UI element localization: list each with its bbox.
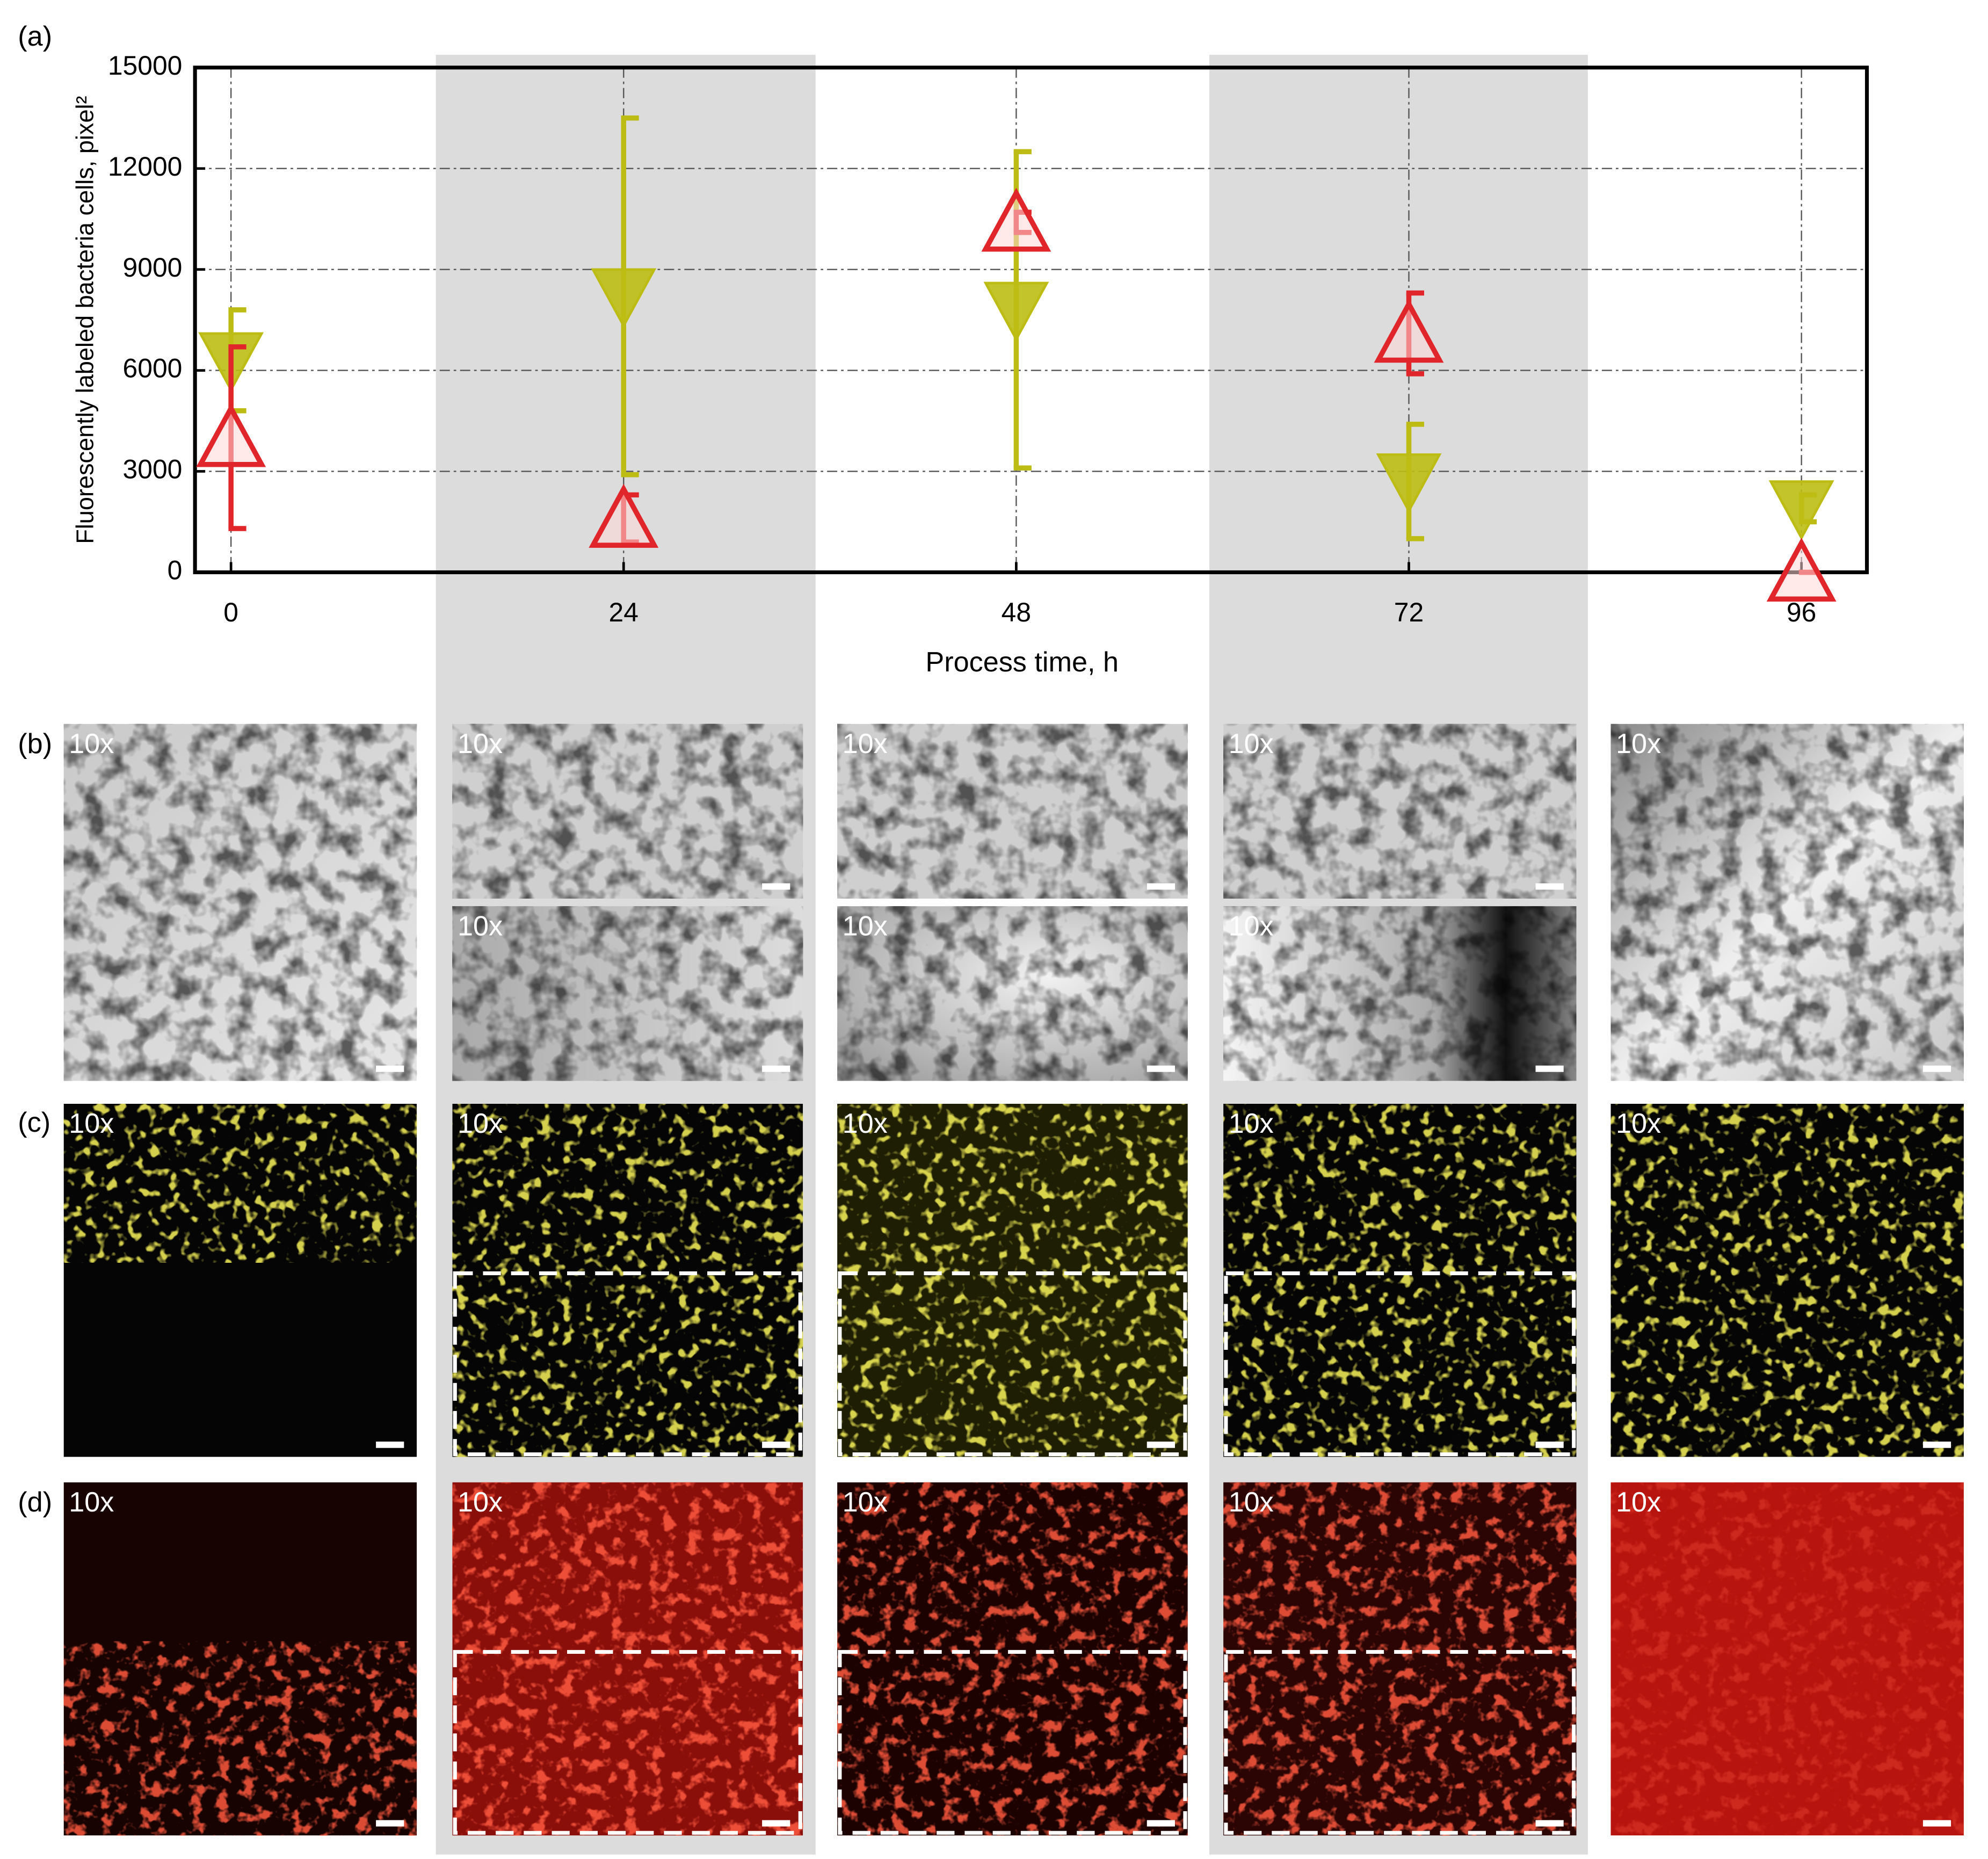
- micrograph-texture: [63, 1104, 417, 1263]
- magnification-label: 10x: [1229, 728, 1274, 759]
- scale-bar: [1535, 1820, 1564, 1827]
- magnification-label: 10x: [1229, 910, 1274, 942]
- magnification-label: 10x: [458, 1108, 503, 1139]
- y-tick-label: 9000: [123, 252, 183, 283]
- scale-bar: [1147, 1065, 1175, 1072]
- magnification-label: 10x: [69, 728, 114, 759]
- micrograph-texture: [452, 906, 803, 1081]
- x-axis-label: Process time, h: [925, 647, 1119, 678]
- marker: [983, 281, 1049, 342]
- scale-bar: [762, 1441, 790, 1448]
- micrograph-texture: [1223, 1104, 1577, 1457]
- magnification-label: 10x: [458, 728, 503, 759]
- panel-label: (b): [18, 728, 52, 759]
- marker: [1768, 480, 1834, 540]
- magnification-label: 10x: [1616, 1108, 1661, 1139]
- roi-box: [453, 1650, 802, 1835]
- micrograph-texture: [837, 1482, 1188, 1836]
- plot-frame: [193, 66, 1869, 575]
- roi-box: [1224, 1271, 1576, 1457]
- magnification-label: 10x: [843, 1487, 888, 1518]
- marker: [1376, 453, 1442, 513]
- micrograph-texture: [1223, 906, 1577, 1081]
- magnification-label: 10x: [1229, 1487, 1274, 1518]
- scale-bar: [762, 883, 790, 890]
- micrograph-texture: [837, 906, 1188, 1081]
- x-tick-label: 96: [1787, 597, 1816, 627]
- marker: [591, 268, 657, 329]
- scale-bar: [376, 1065, 404, 1072]
- y-axis-label: Fluorescently labeled bacteria cells, pi…: [71, 96, 98, 544]
- marks: [195, 66, 1837, 602]
- y-tick-label: 15000: [108, 50, 183, 81]
- magnification-label: 10x: [1229, 1108, 1274, 1139]
- marker: [1766, 537, 1837, 602]
- y-tick-label: 6000: [123, 353, 183, 384]
- scale-bar: [1535, 1441, 1564, 1448]
- roi-box: [838, 1271, 1187, 1457]
- magnification-label: 10x: [843, 728, 888, 759]
- scale-bar: [1147, 1820, 1175, 1827]
- marker: [196, 403, 266, 467]
- magnification-label: 10x: [1616, 1487, 1661, 1518]
- panel-label: (c): [18, 1107, 50, 1138]
- x-tick-label: 72: [1394, 597, 1424, 627]
- roi-box: [453, 1271, 802, 1457]
- micrograph-texture: [452, 1482, 803, 1836]
- magnification-label: 10x: [69, 1108, 114, 1139]
- scale-bar: [1147, 1441, 1175, 1448]
- magnification-label: 10x: [458, 1487, 503, 1518]
- scale-bar: [1922, 1820, 1951, 1827]
- panel-label: (a): [18, 21, 52, 52]
- roi-box: [838, 1650, 1187, 1835]
- micrograph-texture: [1610, 724, 1964, 1081]
- magnification-label: 10x: [1616, 728, 1661, 759]
- magnification-label: 10x: [458, 910, 503, 942]
- x-tick-label: 0: [223, 597, 238, 627]
- micrograph-texture: [1610, 1104, 1964, 1457]
- panel-label: (d): [18, 1487, 52, 1518]
- scale-bar: [1922, 1441, 1951, 1448]
- micrograph-texture: [452, 1104, 803, 1457]
- micrograph-texture: [837, 1104, 1188, 1457]
- scale-bar: [1535, 1065, 1564, 1072]
- magnification-label: 10x: [69, 1487, 114, 1518]
- y-tick-label: 12000: [108, 151, 183, 182]
- y-tick-label: 3000: [123, 454, 183, 484]
- micrograph-texture: [63, 724, 417, 1081]
- micrographs: 10x 10x 10x 10x 10x 10x 10x 10x 10x 10x 10x 10x 10x 1…: [63, 724, 1964, 1836]
- roi-box: [1224, 1650, 1576, 1835]
- scale-bar: [762, 1065, 790, 1072]
- marker: [981, 187, 1051, 252]
- x-tick-label: 48: [1002, 597, 1031, 627]
- marker: [1374, 299, 1444, 363]
- x-tick-label: 24: [609, 597, 639, 627]
- micrograph-texture: [837, 724, 1188, 899]
- scale-bar: [376, 1441, 404, 1448]
- y-tick-label: 0: [168, 555, 183, 585]
- micrograph-texture: [452, 724, 803, 899]
- micrograph-texture: [1223, 724, 1577, 899]
- scale-bar: [762, 1820, 790, 1827]
- magnification-label: 10x: [843, 1108, 888, 1139]
- scale-bar: [1535, 883, 1564, 890]
- micrograph-texture: [63, 1641, 417, 1836]
- magnification-label: 10x: [843, 910, 888, 942]
- micrograph-texture: [1610, 1482, 1964, 1836]
- scale-bar: [1147, 883, 1175, 890]
- scale-bar: [1922, 1065, 1951, 1072]
- scale-bar: [376, 1820, 404, 1827]
- micrograph-texture: [1223, 1482, 1577, 1836]
- marker: [589, 483, 659, 548]
